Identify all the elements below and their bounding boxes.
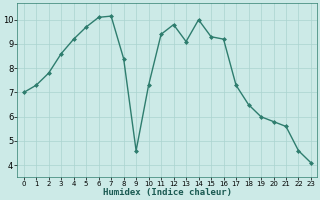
- X-axis label: Humidex (Indice chaleur): Humidex (Indice chaleur): [103, 188, 232, 197]
